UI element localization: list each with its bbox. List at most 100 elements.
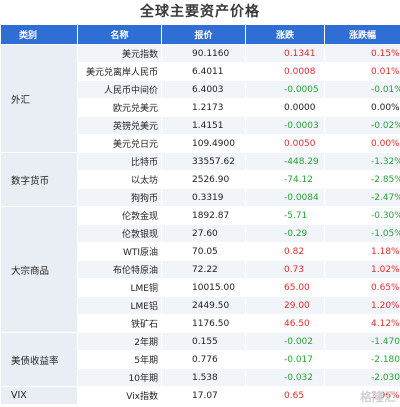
pct-cell: -2.0300 (324, 368, 400, 387)
price-cell: 10015.00 (161, 278, 246, 297)
price-cell: 1892.87 (161, 206, 246, 225)
table-row: VIX Vix指数 17.07 0.65 3.96% (0, 386, 400, 405)
change-cell: -74.12 (245, 170, 325, 189)
price-cell: 109.4900 (161, 134, 246, 153)
change-cell: 0.82 (245, 242, 325, 261)
pct-cell: 1.02% (324, 260, 400, 279)
table-row: LME铜 10015.00 65.00 0.65% (1, 278, 400, 297)
price-cell: 33557.62 (161, 152, 246, 171)
asset-name-cell: 比特币 (77, 152, 162, 171)
change-cell: -5.71 (245, 206, 325, 225)
asset-name-cell: 欧元兑美元 (77, 98, 162, 117)
change-cell: -0.29 (245, 224, 325, 243)
pct-cell: 0.00% (324, 98, 400, 117)
price-cell: 0.155 (161, 332, 246, 351)
asset-name-cell: LME铝 (77, 296, 162, 315)
price-cell: 0.3319 (161, 188, 246, 207)
category-cell: 数字货币 (0, 152, 78, 207)
change-cell: -0.0084 (245, 188, 325, 207)
price-cell: 72.22 (161, 260, 246, 279)
table-row: 人民币中间价 6.4003 -0.0005 -0.01% (1, 80, 400, 99)
pct-cell: 1.18% (324, 242, 400, 261)
asset-name-cell: 美元指数 (77, 44, 162, 63)
change-cell: 65.00 (245, 278, 325, 297)
category-cell: VIX (0, 386, 78, 405)
asset-name-cell: 英镑兑美元 (77, 116, 162, 135)
price-cell: 1176.50 (161, 314, 246, 333)
asset-name-cell: 布伦特原油 (77, 260, 162, 279)
pct-cell: -1.4700 (324, 332, 400, 351)
asset-name-cell: 铁矿石 (77, 314, 162, 333)
asset-name-cell: 美元兑离岸人民币 (77, 62, 162, 81)
change-cell: -0.0003 (245, 116, 325, 135)
category-cell: 外汇 (0, 44, 78, 153)
change-cell: -0.002 (245, 332, 325, 351)
price-cell: 1.4151 (161, 116, 246, 135)
price-cell: 1.2173 (161, 98, 246, 117)
asset-name-cell: 狗狗币 (77, 188, 162, 207)
table-row: 欧元兑美元 1.2173 0.0000 0.00% (1, 98, 400, 117)
asset-name-cell: 伦敦银现 (77, 224, 162, 243)
price-cell: 2449.50 (161, 296, 246, 315)
asset-name-cell: Vix指数 (77, 386, 162, 405)
price-cell: 2526.90 (161, 170, 246, 189)
pct-cell: -2.47% (324, 188, 400, 207)
asset-name-cell: LME铜 (77, 278, 162, 297)
table-row: 伦敦银现 27.60 -0.29 -1.05% (1, 224, 400, 243)
watermark-logo: 格隆汇 (359, 390, 396, 404)
table-row: 以太坊 2526.90 -74.12 -2.85% (1, 170, 400, 189)
table-row: 铁矿石 1176.50 46.50 4.12% (1, 314, 400, 333)
pct-cell: 4.12% (324, 314, 400, 333)
header-change: 涨跌 (245, 24, 325, 45)
header-name: 名称 (77, 24, 162, 45)
category-cell: 大宗商品 (0, 206, 78, 333)
asset-name-cell: 美元兑日元 (77, 134, 162, 153)
asset-name-cell: 5年期 (77, 350, 162, 369)
change-cell: 46.50 (245, 314, 325, 333)
price-cell: 0.776 (161, 350, 246, 369)
pct-cell: -0.30% (324, 206, 400, 225)
change-cell: 0.0000 (245, 98, 325, 117)
header-pct: 涨跌幅 (324, 24, 400, 45)
table-row: 大宗商品 伦敦金现 1892.87 -5.71 -0.30% (0, 206, 400, 333)
price-cell: 6.4003 (161, 80, 246, 99)
change-cell: 0.73 (245, 260, 325, 279)
header-price: 报价 (161, 24, 246, 45)
table-row: 外汇 美元指数 90.1160 0.1341 0.15% (0, 44, 400, 153)
pct-cell: 0.65% (324, 278, 400, 297)
asset-name-cell: 以太坊 (77, 170, 162, 189)
pct-cell: -1.32% (324, 152, 400, 171)
change-cell: -448.29 (245, 152, 325, 171)
pct-cell: 1.20% (324, 296, 400, 315)
table-body: 外汇 美元指数 90.1160 0.1341 0.15% 美元兑离岸人民币 6.4011 0.… (0, 44, 400, 405)
pct-cell: -0.01% (324, 80, 400, 99)
pct-cell: 3.96% (324, 386, 400, 405)
page-title: 全球主要资产价格 (0, 0, 400, 24)
asset-name-cell: 10年期 (77, 368, 162, 387)
price-cell: 70.05 (161, 242, 246, 261)
pct-cell: 0.01% (324, 62, 400, 81)
price-cell: 1.538 (161, 368, 246, 387)
table-row: 数字货币 比特币 33557.62 -448.29 -1.32% (0, 152, 400, 207)
asset-name-cell: 2年期 (77, 332, 162, 351)
header-category: 类别 (0, 24, 78, 45)
price-cell: 6.4011 (161, 62, 246, 81)
pct-cell: -0.02% (324, 116, 400, 135)
change-cell: 0.1341 (245, 44, 325, 63)
asset-name-cell: 人民币中间价 (77, 80, 162, 99)
price-cell: 90.1160 (161, 44, 246, 63)
table-row: 英镑兑美元 1.4151 -0.0003 -0.02% (1, 116, 400, 135)
price-cell: 27.60 (161, 224, 246, 243)
pct-cell: -2.1800 (324, 350, 400, 369)
pct-cell: -2.85% (324, 170, 400, 189)
change-cell: -0.0005 (245, 80, 325, 99)
change-cell: -0.017 (245, 350, 325, 369)
asset-price-table: 类别 名称 报价 涨跌 涨跌幅 外汇 美元指数 90.1160 0.1341 0.15%… (0, 24, 400, 405)
change-cell: 0.0050 (245, 134, 325, 153)
asset-name-cell: 伦敦金现 (77, 206, 162, 225)
change-cell: 0.65 (245, 386, 325, 405)
change-cell: -0.032 (245, 368, 325, 387)
pct-cell: 0.00% (324, 134, 400, 153)
